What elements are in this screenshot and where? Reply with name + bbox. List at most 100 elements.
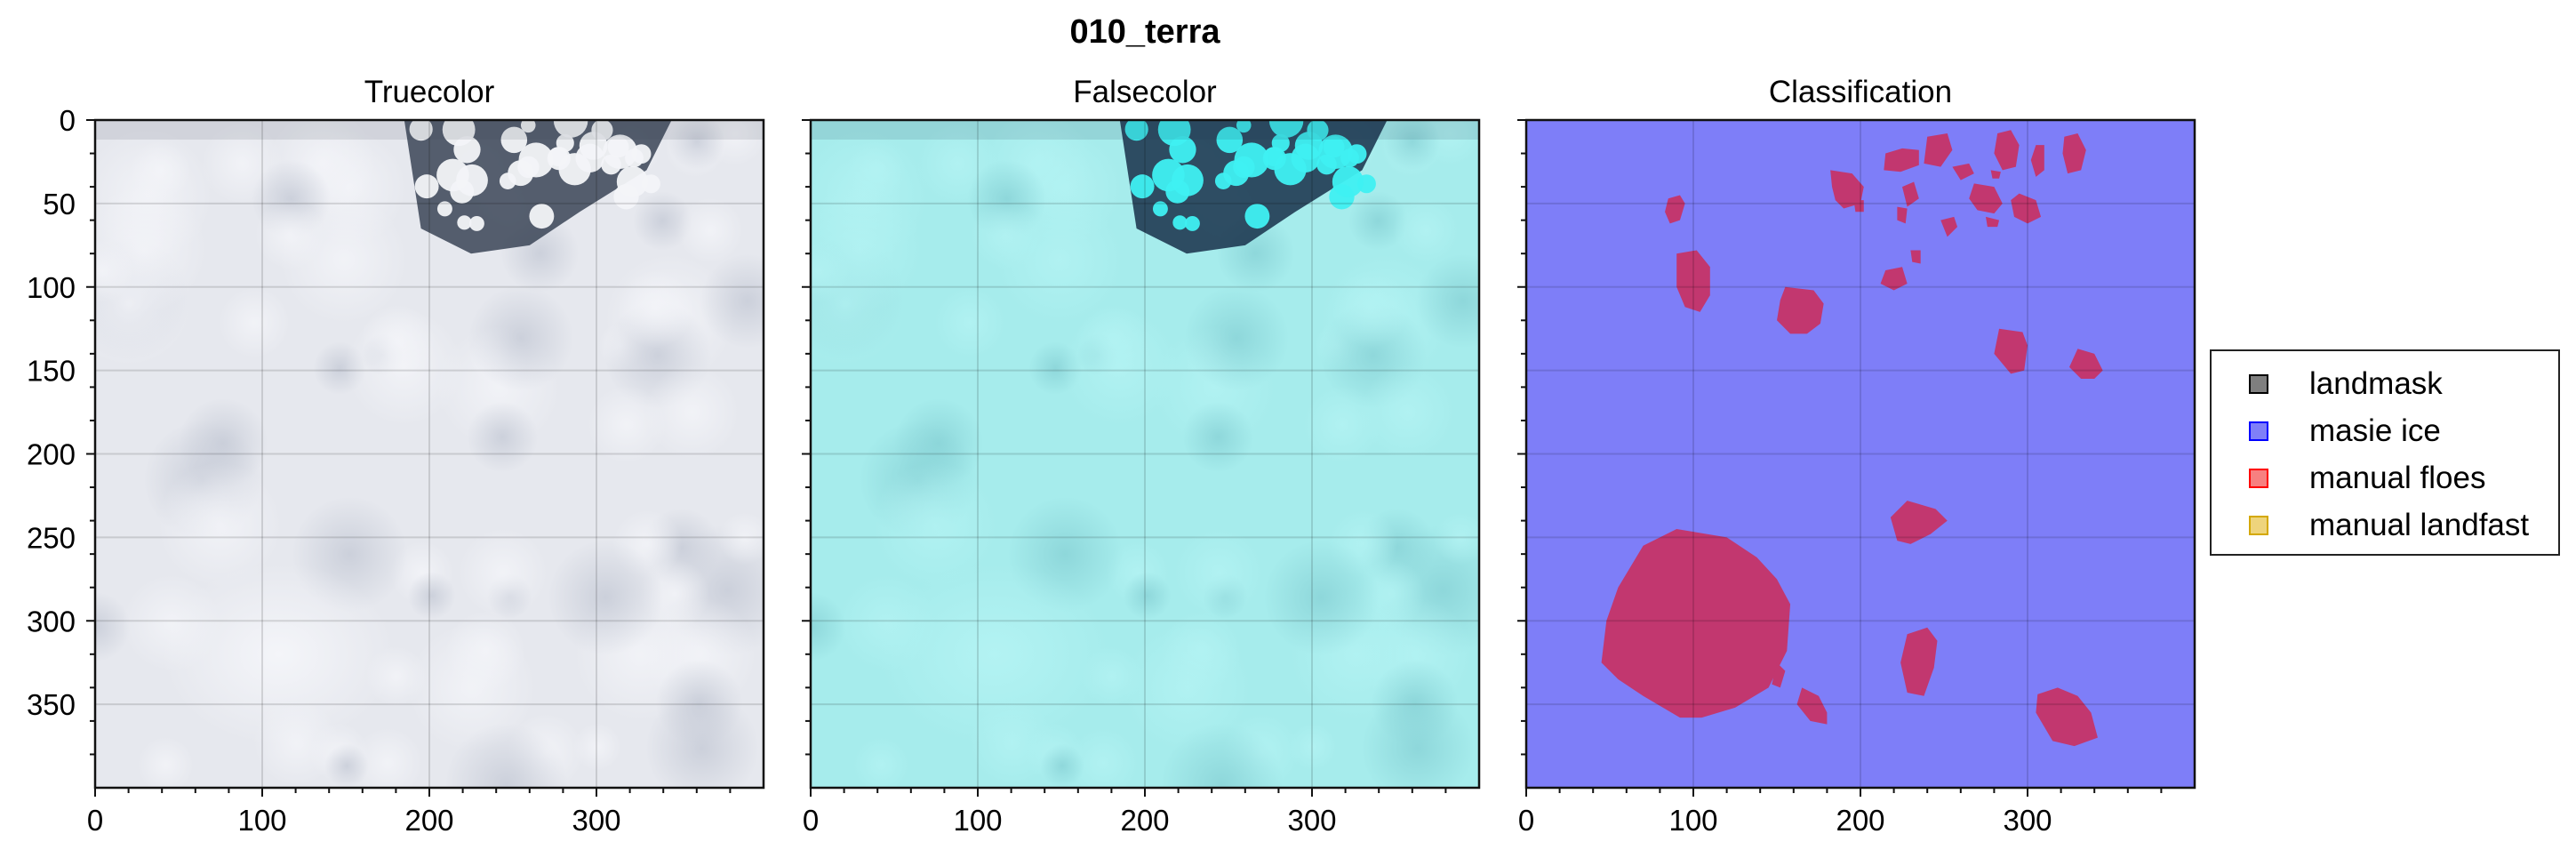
legend-label-manual-landfast: manual landfast (2309, 508, 2530, 542)
ice-floe-piece (457, 215, 472, 230)
x-tick-label: 0 (1518, 804, 1534, 837)
cloud-texture (1068, 727, 1140, 788)
cloud-texture (632, 191, 692, 251)
y-tick-label: 300 (27, 605, 76, 637)
panel-title-3: Classification (1769, 75, 1952, 109)
panel-1: Truecolor 0 100 200 300 0 50 100 150 200 250 300 350 (27, 75, 765, 837)
ice-floe-piece (414, 174, 439, 199)
ice-floe-piece (547, 147, 571, 171)
ice-floe-piece (1157, 120, 1191, 147)
y-tick-label: 50 (43, 188, 76, 221)
cloud-texture (933, 286, 1006, 359)
cloud-texture (995, 196, 1124, 325)
manual-floe-7 (1777, 286, 1824, 334)
manual-floe-1 (1601, 528, 1791, 718)
cloud-texture (811, 239, 850, 303)
grid-lines (95, 120, 764, 788)
x-tick-label: 300 (572, 804, 620, 837)
ice-floe-piece (1262, 147, 1286, 171)
legend-swatch-masie-ice (2249, 421, 2268, 441)
cloud-texture (548, 540, 664, 656)
y-tick-label: 150 (27, 355, 76, 388)
ice-floe-piece (499, 172, 516, 189)
legend-item-landmask: landmask (2212, 360, 2558, 408)
ice-floe-piece (1271, 133, 1290, 152)
x-tick-label: 0 (87, 804, 103, 837)
cloud-texture (95, 592, 131, 662)
cloud-texture (1060, 308, 1180, 427)
cloud-texture (467, 401, 539, 473)
ice-floe-piece (1234, 142, 1269, 178)
ice-floe-piece (1316, 154, 1337, 175)
panel-title-2: Falsecolor (1073, 75, 1217, 109)
cloud-texture (345, 308, 464, 427)
manual-floe-11 (2069, 349, 2103, 380)
legend-item-manual-landfast: manual landfast (2212, 501, 2558, 549)
manual-floe-4 (1900, 627, 1938, 696)
ice-floe-piece (442, 120, 476, 147)
ice-floe-piece (500, 126, 528, 154)
manual-floe-3 (2036, 687, 2098, 747)
legend-item-manual-floes: manual floes (2212, 454, 2558, 502)
ice-floe-piece (436, 201, 452, 217)
cloud-texture (644, 365, 740, 461)
legend-item-masie-ice: masie ice (2212, 407, 2558, 455)
panel-title-1: Truecolor (364, 75, 495, 109)
manual-floe-24 (1986, 216, 2000, 228)
cloud-texture (1434, 511, 1479, 565)
manual-floe-22 (1897, 206, 1908, 224)
ice-floe-piece (450, 179, 475, 204)
cloud-texture (218, 286, 291, 359)
ice-floe-piece (556, 133, 574, 152)
cloud-texture (718, 511, 764, 565)
ice-floe-piece (616, 165, 649, 198)
manual-floe-13 (1884, 148, 1919, 172)
cloud-texture (1123, 572, 1172, 620)
panel-3: Classification 0 100 200 300 (1517, 75, 2196, 837)
x-tick-label: 200 (1836, 804, 1884, 837)
ice-floe-piece (1152, 201, 1168, 217)
manual-floe-27 (1853, 200, 1864, 212)
cloud-texture (1384, 120, 1441, 171)
y-tick-label: 100 (27, 271, 76, 304)
ice-floe-piece (591, 120, 613, 141)
ice-floe-piece (518, 142, 554, 178)
legend-label-manual-floes: manual floes (2309, 461, 2486, 495)
ice-floe-piece (1165, 179, 1190, 204)
manual-floe-5 (1796, 687, 1828, 725)
legend-swatch-manual-landfast (2249, 516, 2268, 535)
ice-floe-piece (1340, 148, 1359, 168)
ice-floe-piece (520, 120, 536, 133)
cloud-texture (444, 723, 568, 788)
manual-floe-12 (1830, 170, 1864, 209)
ice-floe-piece (1244, 204, 1270, 229)
x-tick-label: 100 (237, 804, 286, 837)
ice-floe-piece (409, 120, 433, 141)
cloud-texture (852, 736, 910, 788)
panel-2: Falsecolor 0 100 200 300 (802, 75, 1481, 837)
cloud-texture (668, 120, 725, 171)
cloud-texture (458, 527, 548, 618)
top-shading (95, 120, 764, 140)
x-tick-label: 300 (2003, 804, 2052, 837)
cloud-texture (1332, 269, 1410, 349)
manual-floe-8 (1676, 250, 1710, 312)
bright-floe-area (877, 562, 1112, 747)
cloud-texture (1182, 401, 1254, 473)
manual-floe-28 (1990, 170, 2001, 179)
y-tick-label: 0 (60, 104, 76, 137)
legend-label-landmask: landmask (2309, 366, 2443, 401)
y-tick-label: 200 (27, 438, 76, 471)
x-tick-label: 200 (404, 804, 453, 837)
cloud-texture (572, 722, 622, 772)
legend-swatch-landmask (2249, 374, 2268, 394)
legend-label-masie-ice: masie ice (2309, 413, 2441, 448)
cloud-texture (1183, 285, 1290, 391)
x-tick-label: 0 (803, 804, 819, 837)
cloud-texture (445, 610, 526, 691)
cloud-texture (1173, 527, 1264, 618)
manual-floe-16 (2030, 145, 2044, 177)
ice-floe-piece (1236, 120, 1252, 133)
cloud-texture (1415, 253, 1479, 349)
